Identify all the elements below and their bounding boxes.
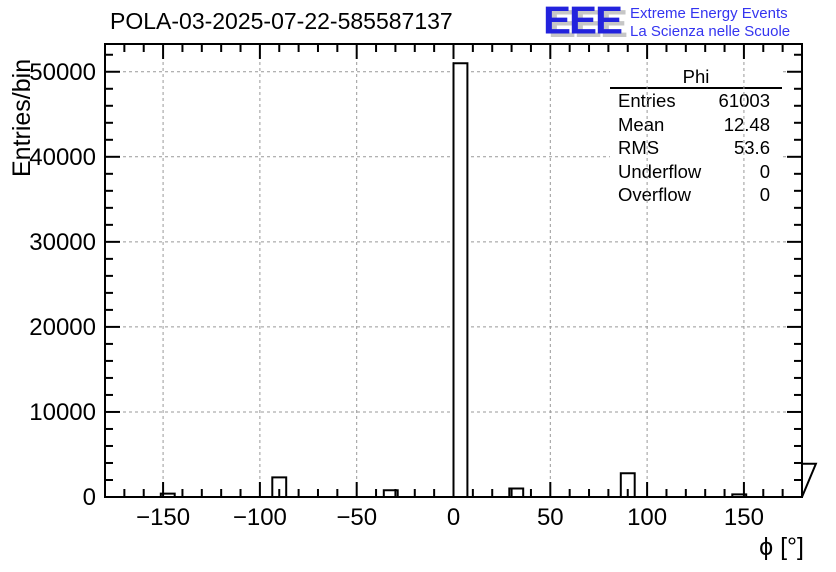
stats-box-rows: Entries 61003 Mean 12.48 RMS 53.6 Underflow 0 Ov… bbox=[610, 89, 782, 207]
x-tick-label: 50 bbox=[536, 504, 564, 531]
stats-row-value: 0 bbox=[759, 160, 770, 182]
x-tick-label: −50 bbox=[336, 504, 378, 531]
stats-row-label: Underflow bbox=[618, 160, 702, 182]
stats-row-label: Entries bbox=[618, 90, 676, 111]
eee-logo-letters: EEE bbox=[543, 0, 623, 42]
y-tick-label: 0 bbox=[82, 484, 96, 511]
stats-row-label: Overflow bbox=[618, 184, 691, 205]
eee-logo-text: Extreme Energy Events La Scienza nelle S… bbox=[630, 5, 790, 41]
stats-row: RMS 53.6 bbox=[610, 136, 782, 160]
stats-row: Mean 12.48 bbox=[610, 113, 782, 137]
x-axis-title: ϕ [°] bbox=[759, 533, 804, 561]
y-tick-label: 20000 bbox=[29, 313, 96, 341]
stats-row: Entries 61003 bbox=[610, 89, 782, 113]
stats-row: Underflow 0 bbox=[610, 160, 782, 184]
page-title: POLA-03-2025-07-22-585587137 bbox=[110, 8, 453, 34]
stats-row-value: 0 bbox=[759, 184, 770, 205]
stats-row-value: 12.48 bbox=[723, 113, 770, 135]
eee-logo-line2: La Scienza nelle Scuole bbox=[630, 23, 791, 40]
x-tick-label: −100 bbox=[232, 504, 287, 531]
y-tick-label: 40000 bbox=[29, 143, 96, 171]
y-tick-label: 10000 bbox=[29, 398, 96, 426]
stats-box: Phi Entries 61003 Mean 12.48 RMS 53.6 Underflo… bbox=[610, 66, 782, 208]
x-tick-label: 0 bbox=[446, 504, 461, 531]
stats-row-value: 53.6 bbox=[733, 137, 770, 158]
stats-row: Overflow 0 bbox=[610, 183, 782, 207]
eee-logo-line1: Extreme Energy Events bbox=[630, 5, 788, 22]
x-tick-label: −150 bbox=[136, 504, 191, 531]
stats-row-label: Mean bbox=[618, 113, 665, 135]
stats-row-value: 61003 bbox=[718, 90, 770, 111]
stats-row-label: RMS bbox=[618, 137, 660, 158]
stats-box-title: Phi bbox=[610, 66, 782, 89]
y-tick-label: 50000 bbox=[29, 58, 96, 86]
y-axis-title: Entries/bin bbox=[8, 58, 36, 177]
eee-logo: EEE Extreme Energy Events La Scienza nel… bbox=[543, 0, 790, 42]
y-tick-label: 30000 bbox=[29, 228, 96, 256]
x-tick-label: 100 bbox=[627, 504, 668, 531]
x-tick-label: 150 bbox=[723, 504, 764, 531]
